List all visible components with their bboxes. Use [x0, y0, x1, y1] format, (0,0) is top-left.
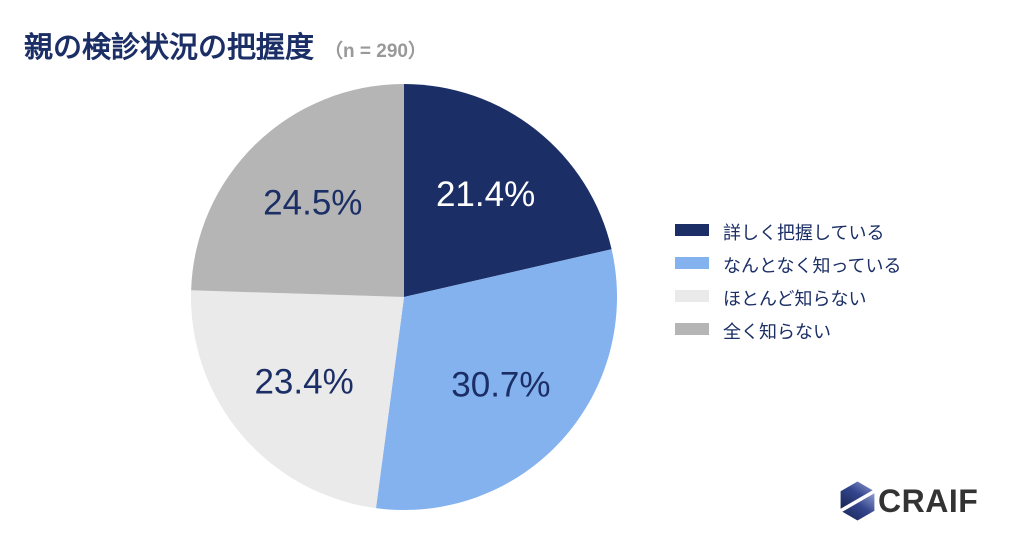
svg-text:24.5%: 24.5%	[263, 183, 362, 222]
svg-text:30.7%: 30.7%	[451, 366, 550, 405]
svg-text:21.4%: 21.4%	[436, 175, 535, 214]
svg-text:23.4%: 23.4%	[254, 362, 353, 401]
